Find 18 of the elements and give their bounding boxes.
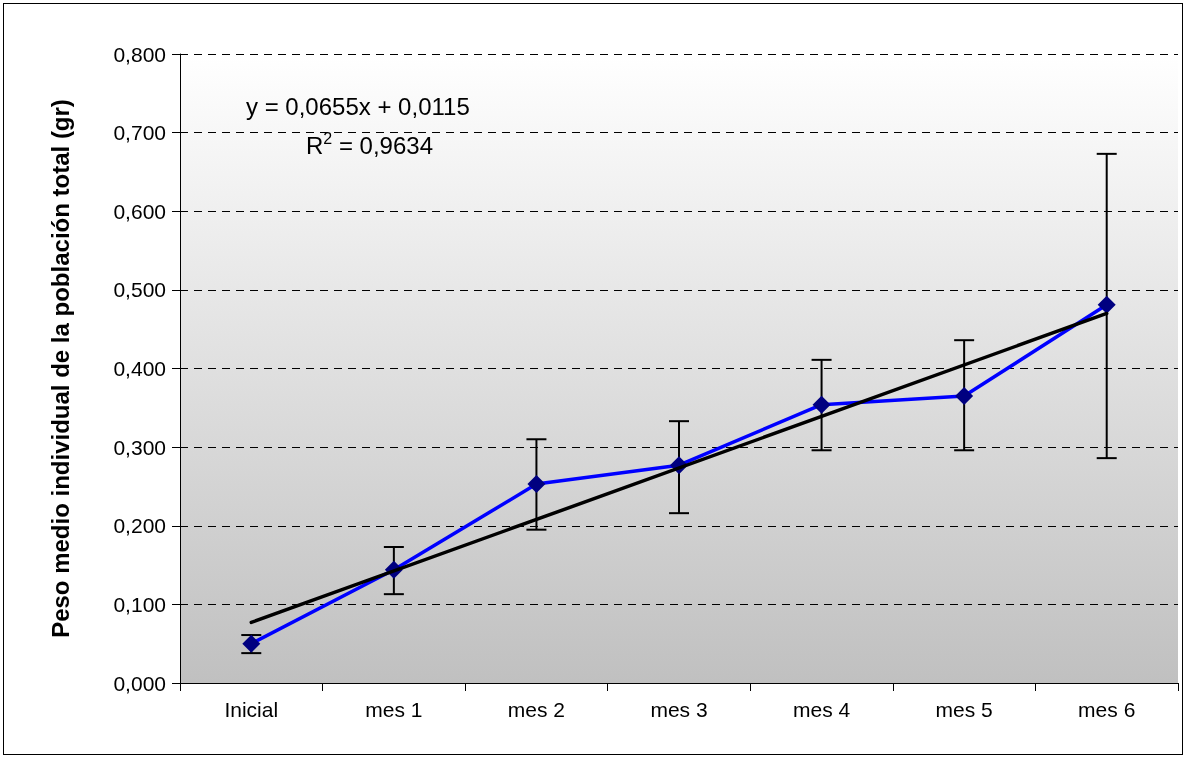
x-tick-label: mes 6	[1078, 698, 1136, 721]
y-tick-label: 0,300	[113, 435, 166, 459]
y-tick-label: 0,100	[113, 592, 166, 616]
y-tick-label: 0,200	[113, 514, 166, 538]
x-tick-label: mes 2	[507, 698, 566, 721]
x-tick-label: Inicial	[224, 698, 279, 721]
x-tick-label: mes 3	[650, 698, 708, 721]
x-tick-label: mes 5	[935, 698, 993, 721]
y-tick-label: 0,500	[113, 278, 166, 302]
annotation: y = 0,0655x + 0,0115	[246, 92, 470, 120]
y-tick-label: 0,000	[113, 671, 166, 695]
y-axis-title: Peso medio individual de la población total (gr)	[46, 99, 74, 638]
x-tick-label: mes 1	[365, 698, 423, 721]
y-tick-label: 0,800	[113, 42, 166, 66]
y-tick-label: 0,400	[113, 357, 166, 380]
y-tick-label: 0,700	[113, 121, 166, 145]
y-tick-label: 0,600	[113, 199, 166, 223]
x-tick-label: mes 4	[792, 698, 851, 721]
